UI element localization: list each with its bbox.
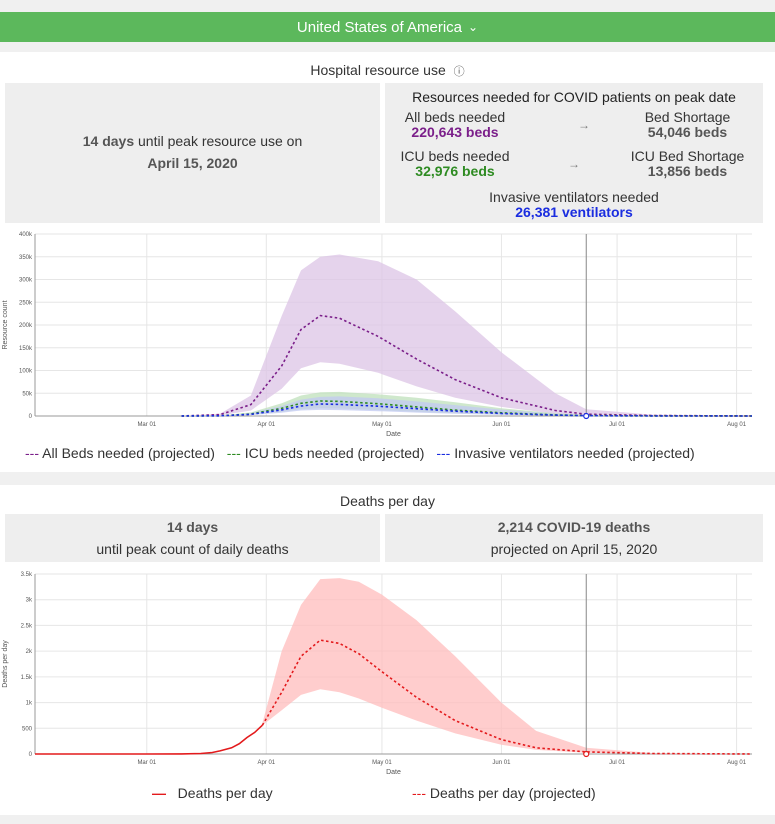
y-axis-label: Deaths per day: [2, 640, 9, 688]
y-tick-label: 500: [22, 726, 33, 732]
series-line-2: [181, 403, 753, 417]
y-tick-label: 150k: [19, 346, 33, 352]
panel-title: Hospital resource use ⓘ: [0, 62, 775, 79]
ventilators-label: Invasive ventilators needed: [489, 189, 659, 205]
resource-legend: --- All Beds needed (projected) --- ICU …: [25, 445, 695, 461]
series-band-2: [181, 396, 752, 416]
x-tick-label: Apr 01: [257, 760, 275, 766]
y-tick-label: 400k: [19, 232, 33, 238]
resources-box: Resources needed for COVID patients on p…: [385, 83, 763, 223]
peak-deaths-box: 14 days until peak count of daily deaths: [5, 514, 380, 562]
all-beds-label: All beds needed: [404, 109, 506, 125]
deaths-count-box: 2,214 COVID-19 deaths projected on April…: [385, 514, 763, 562]
legend-item-icu-beds[interactable]: --- ICU beds needed (projected): [226, 445, 425, 461]
series-line-1: [261, 639, 753, 755]
bed-shortage-label: Bed Shortage: [644, 109, 731, 125]
y-tick-label: 1.5k: [21, 675, 33, 681]
y-tick-label: 250k: [19, 300, 33, 306]
peak-resource-box: 14 days until peak resource use on April…: [5, 83, 380, 223]
y-tick-label: 0: [29, 414, 33, 420]
hospital-resource-panel: Hospital resource use ⓘ 14 days until pe…: [0, 52, 775, 472]
peak-until-text: until peak resource use on: [138, 133, 303, 149]
y-tick-label: 2.5k: [21, 623, 33, 629]
deaths-value: 2,214 COVID-19 deaths: [497, 519, 651, 535]
icu-beds-value: 32,976 beds: [415, 163, 495, 179]
bed-shortage-value: 54,046 beds: [647, 124, 728, 140]
peak-text: until peak count of daily deaths: [96, 541, 289, 557]
series-band-0: [181, 254, 752, 416]
resource-chart[interactable]: 0 50k 100k 150k 200k 250k 300k 350k 400k Mar 01 Ap…: [0, 226, 775, 436]
x-axis-label: Date: [386, 769, 401, 776]
y-tick-label: 0: [29, 752, 33, 758]
icu-shortage-label: ICU Bed Shortage: [630, 148, 745, 164]
arrow-right-icon: →: [568, 157, 580, 171]
peak-days: 14 days: [82, 133, 135, 149]
x-tick-label: May 01: [372, 760, 392, 766]
deaths-title: Deaths per day: [340, 493, 435, 509]
x-tick-label: Mar 01: [137, 422, 156, 428]
x-tick-label: Jun 01: [492, 422, 511, 428]
x-axis-label: Date: [386, 431, 401, 436]
x-tick-label: Jun 01: [492, 760, 511, 766]
series-band-1: [262, 578, 752, 754]
country-name: United States of America: [296, 18, 463, 36]
y-tick-label: 300k: [19, 278, 33, 284]
legend-item-deaths-projected[interactable]: --- Deaths per day (projected): [412, 785, 596, 801]
y-axis-label: Resource count: [2, 300, 9, 349]
y-tick-label: 3.5k: [21, 572, 33, 578]
today-marker-point: [583, 750, 590, 758]
y-tick-label: 350k: [19, 255, 33, 261]
all-beds-value: 220,643 beds: [411, 124, 499, 140]
y-tick-label: 3k: [26, 598, 33, 604]
info-icon[interactable]: ⓘ: [453, 66, 465, 78]
ventilators-value: 26,381 ventilators: [515, 204, 633, 220]
y-tick-label: 200k: [19, 323, 33, 329]
deaths-panel: Deaths per day 14 days until peak count …: [0, 485, 775, 815]
arrow-right-icon: →: [578, 118, 590, 132]
y-tick-label: 100k: [19, 369, 33, 375]
peak-days: 14 days: [166, 519, 219, 535]
legend-item-ventilators[interactable]: --- Invasive ventilators needed (project…: [436, 445, 695, 461]
y-tick-label: 1k: [26, 701, 33, 707]
icu-shortage-value: 13,856 beds: [647, 163, 728, 179]
legend-item-deaths[interactable]: — Deaths per day: [152, 785, 273, 801]
icu-beds-label: ICU beds needed: [400, 148, 510, 164]
peak-date: April 15, 2020: [147, 155, 238, 171]
y-tick-label: 2k: [26, 649, 33, 655]
x-tick-label: Apr 01: [257, 422, 275, 428]
series-line-0: [181, 314, 753, 417]
x-tick-label: Aug 01: [727, 760, 747, 766]
chevron-down-icon: ⌄: [468, 20, 479, 34]
x-tick-label: Jul 01: [609, 422, 626, 428]
series-line-0: [35, 724, 263, 755]
deaths-chart[interactable]: 0 500 1k 1.5k 2k 2.5k 3k 3.5k Mar 01 Apr 01 May 01…: [0, 565, 775, 780]
x-tick-label: Jul 01: [609, 760, 626, 766]
projected-text: projected on April 15, 2020: [490, 541, 658, 557]
x-tick-label: Mar 01: [137, 760, 156, 766]
resources-title: Resources needed for COVID patients on p…: [412, 89, 736, 105]
x-tick-label: Aug 01: [727, 422, 747, 428]
today-marker-point: [583, 412, 590, 420]
y-tick-label: 50k: [22, 391, 33, 397]
legend-item-all-beds[interactable]: --- All Beds needed (projected): [25, 445, 215, 461]
country-selector[interactable]: United States of America ⌄: [0, 12, 775, 42]
x-tick-label: May 01: [372, 422, 392, 428]
hospital-title: Hospital resource use: [310, 62, 446, 78]
